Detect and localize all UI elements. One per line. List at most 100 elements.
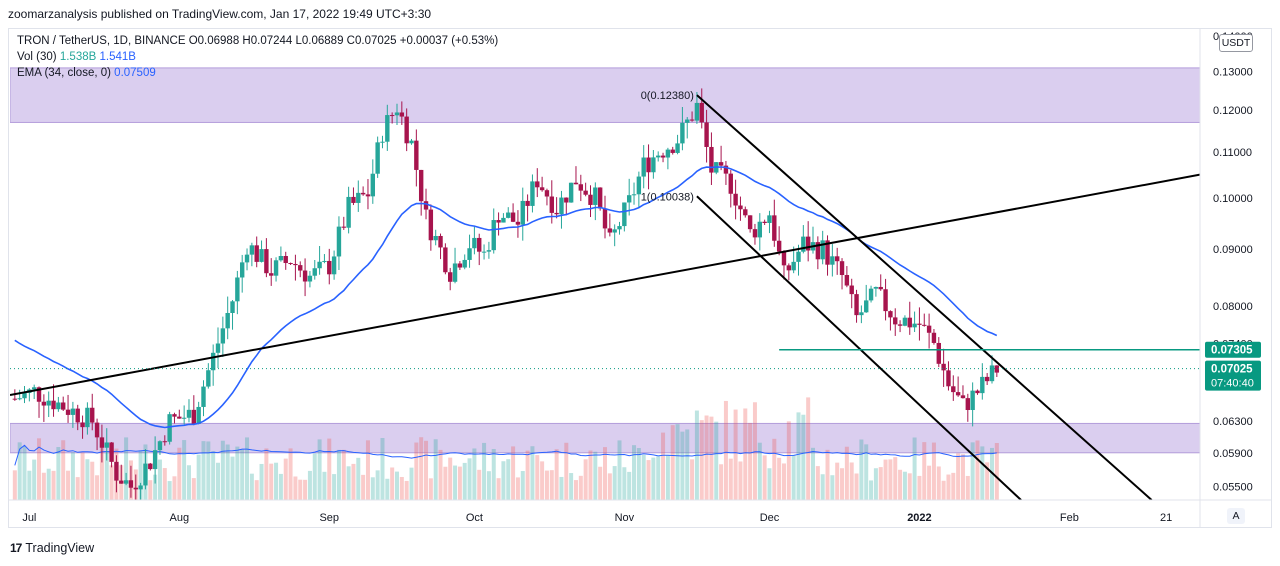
volume-bar — [675, 424, 680, 500]
volume-bar — [844, 446, 849, 500]
candle-body — [530, 181, 535, 206]
candle-body — [573, 182, 579, 185]
volume-bar — [622, 467, 627, 500]
volume-bar — [593, 451, 598, 500]
legend-ema-label: EMA (34, close, 0) — [17, 67, 111, 79]
candle-body — [259, 249, 264, 262]
volume-bar — [540, 461, 545, 500]
legend-change: +0.00037 (+0.53%) — [399, 35, 499, 47]
candle-body — [718, 162, 724, 166]
y-tick-label: 0.10000 — [1213, 193, 1253, 205]
volume-bar — [612, 466, 617, 500]
volume-bar — [748, 422, 753, 500]
candle-body — [602, 208, 608, 229]
candle-body — [805, 236, 811, 251]
candle-body — [75, 408, 80, 423]
volume-bar — [240, 449, 245, 500]
candle-body — [830, 256, 835, 265]
volume-bar — [109, 465, 114, 500]
volume-bar — [274, 462, 279, 500]
volume-bar — [781, 463, 786, 500]
candle-body — [162, 441, 167, 443]
trendline-0 — [10, 173, 1200, 397]
candle-body — [409, 140, 414, 144]
candle-body — [743, 209, 748, 216]
candle-body — [65, 409, 71, 415]
candle-body — [148, 463, 153, 470]
price-tag-1 — [1205, 360, 1261, 391]
volume-bar — [419, 437, 424, 500]
volume-bar — [486, 471, 491, 500]
volume-bar — [936, 466, 941, 500]
volume-ma-line — [14, 444, 997, 466]
candle-body — [341, 226, 346, 228]
candle-body — [510, 212, 516, 222]
volume-bar — [980, 446, 985, 500]
volume-bar — [124, 437, 129, 500]
currency-button[interactable]: USDT — [1219, 34, 1253, 52]
legend-open: O0.06988 — [188, 35, 240, 47]
candle-body — [539, 187, 545, 191]
volume-bar — [332, 474, 337, 500]
candle-body — [152, 450, 158, 470]
auto-scale-button[interactable]: A — [1227, 508, 1245, 524]
candle-body — [293, 263, 298, 266]
candle-body — [868, 288, 874, 301]
candle-body — [385, 115, 390, 142]
candle-body — [467, 248, 472, 260]
candle-body — [955, 392, 961, 396]
tradingview-logo-icon: 17 — [10, 541, 22, 555]
legend-high: H0.07244 — [242, 35, 293, 47]
x-tick-label: 21 — [1160, 512, 1172, 524]
candle-body — [946, 370, 951, 387]
volume-bar — [815, 466, 820, 500]
legend-ema-row: EMA (34, close, 0) 0.07509 — [17, 67, 156, 79]
volume-bar — [235, 446, 240, 500]
candle-body — [177, 416, 182, 419]
candle-body — [365, 194, 371, 197]
candle-body — [593, 187, 598, 205]
volume-bar — [956, 453, 961, 500]
candle-body — [665, 149, 671, 158]
candle-body — [641, 157, 646, 177]
volume-bar — [922, 442, 927, 500]
volume-bar — [811, 447, 816, 500]
candle-body — [762, 221, 767, 223]
volume-bar — [641, 454, 646, 500]
candle-body — [568, 182, 574, 203]
fib-label-0: 0(0.12380) — [641, 90, 694, 102]
legend-volume-row: Vol (30) 1.538B 1.541B — [17, 51, 136, 63]
volume-bar — [70, 452, 75, 500]
volume-bar — [438, 449, 443, 500]
candle-body — [893, 317, 898, 325]
volume-bar — [66, 470, 71, 500]
volume-bar — [506, 459, 511, 500]
volume-bar — [153, 474, 158, 500]
candle-body — [917, 323, 922, 325]
x-tick-label: Dec — [760, 512, 780, 524]
volume-bar — [375, 470, 380, 500]
candle-body — [235, 277, 240, 302]
candle-body — [607, 228, 613, 233]
candle-body — [888, 311, 893, 318]
candle-body — [839, 261, 845, 276]
volume-bar — [56, 447, 61, 500]
volume-bar — [912, 437, 917, 500]
volume-bar — [104, 452, 109, 500]
volume-bar — [719, 464, 724, 500]
volume-bar — [685, 429, 690, 500]
candle-body — [477, 237, 482, 252]
candle-body — [22, 392, 27, 399]
candle-body — [12, 398, 18, 400]
fib-label-1: 1(0.10038) — [641, 191, 694, 203]
volume-bar — [157, 459, 162, 500]
volume-bar — [80, 452, 85, 500]
candle-body — [912, 323, 917, 328]
volume-bar — [573, 480, 578, 500]
y-tick-label: 0.05900 — [1213, 448, 1253, 460]
volume-bar — [41, 472, 46, 500]
volume-bar — [598, 466, 603, 500]
candle-body — [104, 442, 109, 448]
volume-bar — [424, 440, 429, 500]
